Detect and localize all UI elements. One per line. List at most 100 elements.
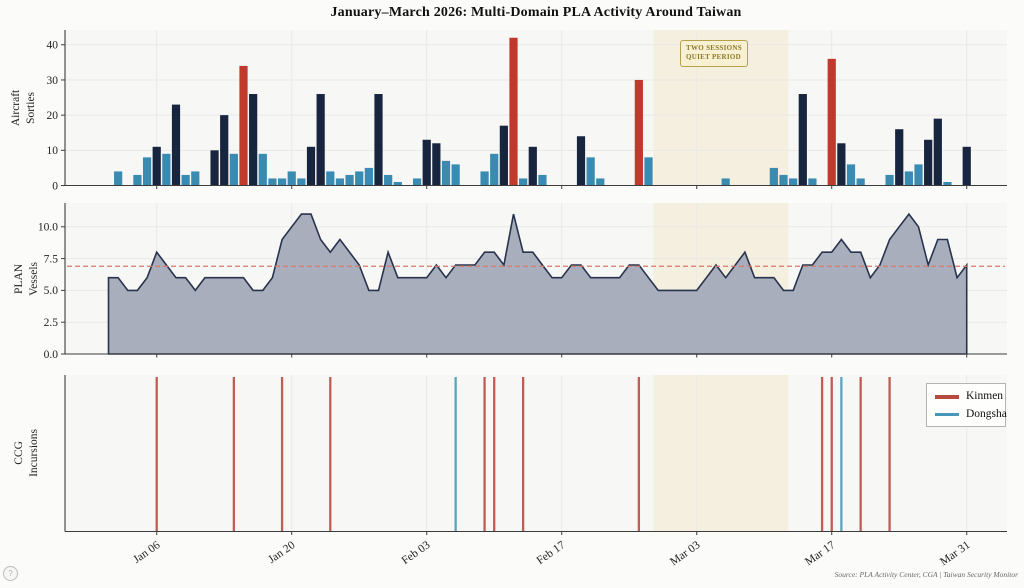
sortie-bar — [509, 37, 518, 186]
sortie-bar — [422, 139, 431, 186]
y-tick-label: 40 — [47, 40, 59, 52]
sortie-bar — [142, 157, 152, 186]
sortie-bar — [586, 157, 595, 186]
sortie-bar — [162, 153, 171, 186]
sortie-bar — [519, 178, 528, 186]
sortie-bar — [885, 174, 894, 186]
sortie-bar — [576, 136, 586, 186]
sortie-bar — [114, 171, 123, 186]
sortie-bar — [364, 167, 373, 186]
y-tick-label: 30 — [47, 75, 59, 87]
panel-background — [65, 375, 1007, 532]
sortie-bar — [933, 118, 942, 186]
sortie-bar — [171, 104, 181, 186]
sortie-bar — [962, 146, 971, 186]
sortie-bar — [432, 143, 441, 186]
sortie-bar — [268, 178, 277, 186]
legend-label-kinmen: Kinmen — [966, 390, 1004, 402]
sortie-bar — [355, 171, 364, 186]
sortie-bar — [779, 174, 788, 186]
sortie-bar — [846, 164, 856, 186]
sortie-bar — [499, 125, 508, 186]
x-tick-label: Feb 03 — [400, 539, 433, 567]
y-tick-label: 0.0 — [44, 349, 59, 361]
sortie-bar — [133, 174, 142, 186]
sortie-bar — [210, 150, 219, 186]
sortie-bar — [393, 181, 402, 186]
sortie-bar — [258, 153, 267, 186]
kinmen-swatch — [935, 395, 959, 399]
sortie-bar — [220, 115, 229, 186]
sortie-bar — [827, 58, 836, 186]
sortie-bar — [277, 178, 287, 186]
sortie-bar — [441, 160, 451, 186]
sortie-bar — [287, 171, 296, 186]
legend-item-dongsha: Dongsha — [935, 408, 1007, 421]
x-tick-label: Mar 31 — [938, 539, 973, 568]
sortie-bar — [229, 153, 238, 186]
sortie-bar — [528, 146, 537, 186]
sortie-bar — [924, 139, 933, 186]
y-tick-label: 20 — [47, 110, 59, 122]
x-tick-label: Jan 20 — [266, 539, 297, 566]
sortie-bar — [943, 181, 952, 186]
source-note: Source: PLA Activity Center, CGA | Taiwa… — [834, 570, 1018, 579]
sortie-bar — [335, 178, 345, 186]
ccg-axis-label: CCG Incursions — [13, 428, 40, 477]
sortie-bar — [789, 178, 798, 186]
annotation-line-1: TWO SESSIONS — [686, 44, 742, 52]
y-tick-label: 2.5 — [44, 317, 59, 329]
x-tick-label: Mar 03 — [668, 539, 703, 568]
legend-item-kinmen: Kinmen — [935, 390, 1003, 403]
sortie-bar — [856, 178, 865, 186]
sortie-bar — [181, 174, 190, 186]
sortie-bar — [904, 171, 913, 186]
y-tick-label: 10.0 — [38, 222, 58, 234]
sortie-bar — [490, 153, 499, 186]
sortie-bar — [808, 178, 817, 186]
sortie-bar — [374, 94, 383, 186]
sortie-bar — [769, 167, 778, 186]
sortie-bar — [596, 178, 605, 186]
sortie-bar — [480, 171, 489, 186]
quiet-period-band — [653, 375, 789, 532]
sortie-bar — [326, 171, 335, 186]
legend-label-dongsha: Dongsha — [966, 407, 1007, 420]
legend: Kinmen Dongsha — [926, 383, 1007, 427]
aircraft-axis-label: Aircraft Sorties — [10, 89, 37, 127]
sortie-bar — [345, 174, 354, 186]
sortie-bar — [644, 157, 653, 186]
sortie-bar — [297, 178, 306, 186]
sortie-bar — [384, 174, 393, 186]
sortie-bar — [895, 129, 904, 186]
chart-title: January–March 2026: Multi-Domain PLA Act… — [330, 5, 742, 20]
sortie-bar — [538, 174, 547, 186]
sortie-bar — [152, 146, 161, 186]
sortie-bar — [191, 171, 200, 186]
dongsha-swatch — [935, 412, 959, 416]
sortie-bar — [798, 94, 807, 186]
x-tick-label: Mar 17 — [803, 539, 838, 568]
sortie-bar — [306, 146, 316, 186]
sortie-bar — [412, 178, 422, 186]
y-tick-label: 0 — [52, 180, 58, 192]
help-icon[interactable]: ? — [3, 566, 18, 581]
vessels-axis-label: PLAN Vessels — [13, 262, 40, 296]
y-tick-label: 10 — [47, 145, 59, 157]
y-tick-label: 7.5 — [44, 253, 59, 265]
sortie-bar — [634, 79, 643, 186]
sortie-bar — [249, 94, 258, 186]
sortie-bar — [451, 164, 460, 186]
vessels-area — [107, 212, 968, 355]
x-tick-label: Feb 17 — [535, 539, 568, 567]
sortie-bar — [316, 94, 325, 186]
sortie-bar — [914, 164, 923, 186]
quiet-period-annotation: TWO SESSIONS QUIET PERIOD — [680, 40, 748, 67]
sortie-bar — [721, 178, 730, 186]
y-tick-label: 5.0 — [44, 285, 59, 297]
annotation-line-2: QUIET PERIOD — [686, 53, 742, 62]
x-tick-label: Jan 06 — [131, 539, 162, 566]
sortie-bar — [837, 143, 846, 186]
